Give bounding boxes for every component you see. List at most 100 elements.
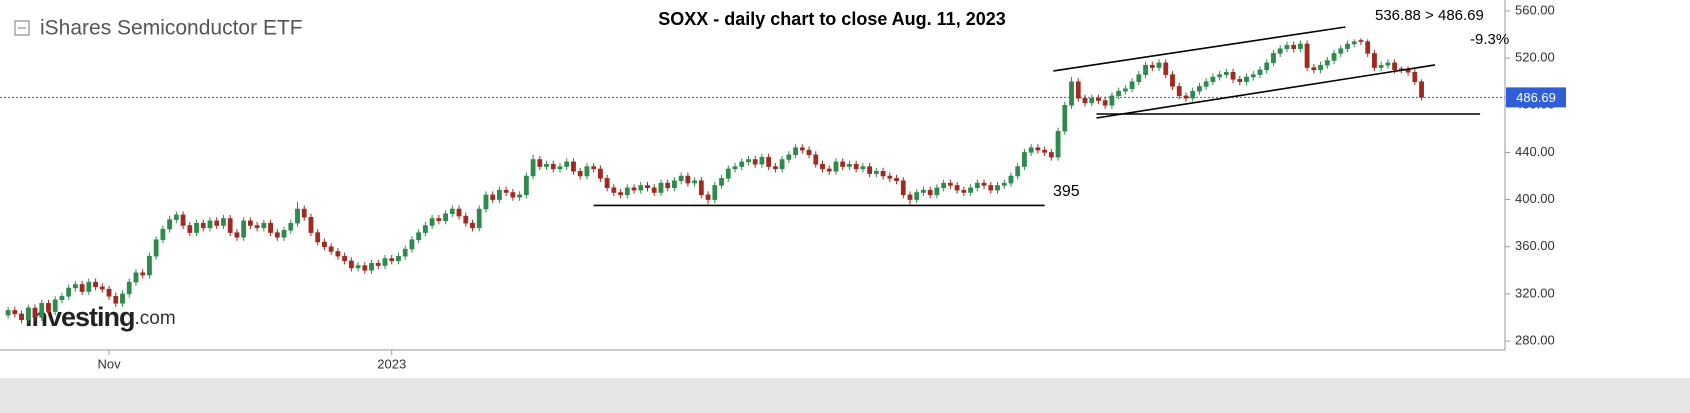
candle-body [214, 220, 220, 226]
candle-body [348, 260, 354, 269]
collapse-icon[interactable] [14, 20, 30, 36]
candle-body [651, 187, 657, 193]
candle-body [510, 192, 516, 198]
candle-body [813, 154, 819, 165]
trendline [1096, 64, 1436, 119]
candle-body [1082, 97, 1088, 104]
candle-body [1244, 76, 1249, 82]
candle-body [974, 182, 980, 189]
candle-body [799, 147, 805, 151]
candle-body [362, 265, 368, 271]
candle-body [557, 166, 563, 170]
candle-body [342, 255, 348, 262]
candle-body [544, 163, 549, 167]
candle-body [705, 194, 711, 200]
candle-body [772, 166, 778, 170]
candle-body [1318, 64, 1323, 71]
candle-body [409, 239, 415, 250]
candle-body [921, 189, 926, 193]
annotation-move: 536.88 > 486.69 [1375, 7, 1484, 24]
candle-body [766, 156, 772, 167]
candle-body [1372, 53, 1377, 68]
candle-body [752, 159, 758, 165]
y-tick-label: 520.00 [1515, 50, 1555, 65]
last-price-box [1506, 87, 1566, 108]
candle-body [1035, 147, 1041, 151]
candle-body [1062, 105, 1068, 132]
candle-body [638, 185, 644, 191]
candle-body [281, 229, 287, 238]
candle-body [719, 178, 724, 186]
candle-body [382, 258, 388, 266]
candle-body [530, 159, 536, 177]
candle-body [853, 163, 859, 170]
candle-body [389, 258, 395, 262]
candle-body [25, 307, 31, 321]
candle-body [779, 159, 785, 170]
candle-body [873, 171, 879, 174]
annotation-change: -9.3% [1470, 31, 1509, 48]
candle-body [880, 171, 886, 177]
candle-body [725, 168, 731, 179]
candle-body [1210, 76, 1216, 82]
candle-body [180, 214, 186, 226]
candle-body [396, 255, 401, 262]
candle-body [422, 225, 428, 233]
candle-body [59, 295, 65, 301]
candle-body [416, 232, 422, 240]
candle-body [517, 194, 523, 198]
candle-body [759, 156, 765, 165]
candle-body [860, 166, 866, 170]
candle-body [631, 187, 637, 191]
candle-body [93, 281, 98, 288]
candle-body [207, 220, 213, 229]
candle-body [1170, 74, 1175, 87]
candle-body [288, 222, 294, 231]
candle-body [658, 182, 664, 193]
candle-body [1089, 97, 1095, 104]
candle-body [1358, 40, 1364, 42]
candle-body [1304, 43, 1310, 68]
candle-body [793, 147, 798, 156]
candle-body [234, 232, 240, 238]
candle-body [786, 154, 792, 160]
candle-body [1069, 81, 1074, 106]
x-tick-label: Nov [97, 356, 121, 371]
candle-body [261, 222, 267, 229]
candle-body [483, 194, 489, 210]
candle-body [335, 251, 341, 257]
candle-body [295, 208, 300, 224]
y-tick-label: 360.00 [1515, 238, 1555, 253]
candle-body [1102, 100, 1108, 106]
candle-body [133, 272, 139, 283]
candle-body [624, 187, 630, 196]
candle-body [820, 163, 825, 170]
candle-body [887, 175, 893, 179]
candle-body [470, 222, 475, 229]
candle-body [1203, 81, 1209, 87]
candle-body [308, 217, 314, 233]
candle-body [1109, 95, 1115, 106]
candle-body [140, 272, 146, 276]
candle-body [732, 166, 738, 170]
candle-body [1048, 152, 1054, 158]
candle-body [833, 161, 839, 172]
candle-body [274, 232, 280, 238]
candle-body [369, 262, 374, 271]
candle-body [5, 310, 11, 316]
candle-body [746, 159, 751, 163]
candle-body [375, 262, 381, 266]
candle-body [577, 171, 583, 177]
candle-body [322, 241, 327, 247]
candle-body [72, 284, 78, 289]
candle-body [355, 265, 361, 269]
x-tick-label: 2023 [377, 356, 406, 371]
candle-body [463, 215, 469, 224]
candle-body [1385, 62, 1391, 66]
candle-body [1392, 62, 1398, 71]
candle-body [1176, 86, 1182, 97]
y-tick-label: 440.00 [1515, 144, 1555, 159]
candle-body [120, 293, 125, 304]
